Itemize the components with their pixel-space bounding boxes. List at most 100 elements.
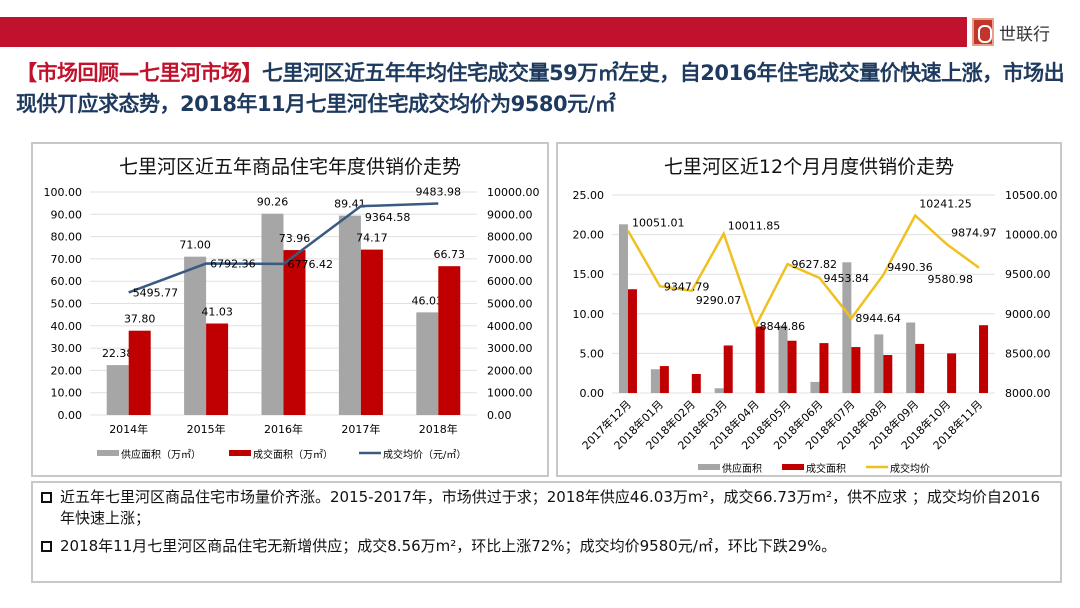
y-tick-label: 5.00 (580, 347, 605, 360)
y-tick-label: 70.00 (51, 253, 83, 266)
annual-chart-panel: 七里河区近五年商品住宅年度供销价走势 0.00 0.00 10.00 1000.00 2… (31, 142, 549, 477)
y-tick-label: 50.00 (51, 298, 83, 311)
legend-deal-swatch (229, 450, 251, 456)
y2-tick-label: 10000.00 (487, 186, 540, 199)
y-tick-label: 20.00 (51, 364, 83, 377)
x-tick-label: 2017年 (341, 422, 380, 436)
supply-bar-label: 89.41 (334, 198, 366, 211)
y2-tick-label: 8000.00 (487, 231, 533, 244)
y2-tick-label: 9000.00 (1005, 308, 1051, 321)
legend-supply-swatch (97, 450, 119, 456)
price-label: 9347.79 (664, 280, 710, 293)
price-label: 6776.42 (288, 258, 334, 271)
notes-box: 近五年七里河区商品住宅市场量价齐涨。2015-2017年，市场供过于求；2018… (31, 481, 1062, 583)
price-label: 10241.25 (919, 197, 972, 210)
deal-bar-label: 37.80 (124, 313, 156, 326)
price-label: 10051.01 (632, 217, 685, 230)
y2-tick-label: 1000.00 (487, 387, 533, 400)
bullet-square-icon (41, 541, 52, 552)
x-tick-label: 2014年 (109, 422, 148, 436)
y-tick-label: 0.00 (58, 409, 83, 422)
deal-bar (627, 289, 637, 393)
deal-bar (947, 353, 957, 393)
supply-bar (842, 262, 852, 393)
legend-deal-swatch (782, 464, 804, 470)
annual-chart: 0.00 0.00 10.00 1000.00 20.00 2000.00 30.00 300… (44, 186, 540, 461)
price-label: 9290.07 (696, 294, 742, 307)
supply-bar-label: 90.26 (257, 196, 289, 209)
price-line (128, 202, 439, 294)
supply-bar-label: 71.00 (179, 239, 211, 252)
title-text: 七里河区近五年年均住宅成交量59万㎡左史，自2016年住宅成交量价快速上涨，市场… (16, 61, 1065, 116)
title-highlight: 【市场回顾—七里河市场】 (16, 61, 263, 85)
deal-bar (755, 326, 765, 393)
y2-tick-label: 6000.00 (487, 275, 533, 288)
x-tick-label: 2016年 (264, 422, 303, 436)
y-tick-label: 60.00 (51, 275, 83, 288)
price-label: 9453.84 (823, 272, 869, 285)
supply-bar-label: 46.03 (412, 294, 444, 307)
y-tick-label: 90.00 (51, 208, 83, 221)
y2-tick-label: 10000.00 (1005, 229, 1058, 242)
header-banner (0, 17, 967, 47)
deal-bar (915, 343, 925, 393)
supply-bar (416, 312, 439, 415)
y-tick-label: 80.00 (51, 231, 83, 244)
supply-bar (810, 381, 820, 393)
price-label: 5495.77 (133, 286, 179, 299)
x-tick-label: 2015年 (187, 422, 226, 436)
deal-bar (723, 345, 733, 393)
legend-label: 供应面积 (722, 462, 762, 475)
supply-bar (106, 365, 129, 415)
monthly-chart: 0.00 8000.00 5.00 8500.00 10.00 9000.00 15.00 9… (573, 189, 1058, 475)
price-label: 6792.36 (210, 258, 256, 271)
price-label: 9874.97 (951, 227, 997, 240)
supply-bar (650, 369, 660, 393)
deal-bar (128, 330, 151, 415)
supply-bar (184, 256, 207, 415)
legend-label: 供应面积（万㎡） (121, 448, 201, 461)
deal-bar (360, 249, 383, 415)
y-tick-label: 40.00 (51, 320, 83, 333)
price-label: 9364.58 (365, 211, 411, 224)
supply-bar-label: 22.38 (102, 347, 134, 360)
deal-bar-label: 41.03 (201, 306, 233, 319)
logo-text: 世联行 (999, 24, 1050, 45)
y-tick-label: 10.00 (573, 308, 605, 321)
deal-bar (883, 354, 893, 393)
deal-bar (283, 250, 306, 415)
y2-tick-label: 4000.00 (487, 320, 533, 333)
deal-bar (819, 343, 829, 393)
price-label: 9627.82 (792, 258, 838, 271)
deal-bar-label: 66.73 (434, 248, 466, 261)
price-label: 9490.36 (887, 261, 933, 274)
y2-tick-label: 5000.00 (487, 298, 533, 311)
price-label: 9483.98 (416, 186, 462, 199)
y-tick-label: 20.00 (573, 229, 605, 242)
y2-tick-label: 8500.00 (1005, 347, 1051, 360)
y2-tick-label: 8000.00 (1005, 387, 1051, 400)
deal-bar (206, 323, 229, 415)
page-title: 【市场回顾—七里河市场】七里河区近五年年均住宅成交量59万㎡左史，自2016年住… (16, 58, 1066, 120)
logo-icon (972, 18, 994, 46)
legend-supply-swatch (698, 464, 720, 470)
legend-label: 成交面积（万㎡） (253, 448, 333, 461)
legend-label: 成交面积 (806, 462, 846, 475)
supply-bar (338, 215, 361, 415)
deal-bar (659, 366, 669, 393)
deal-bar-label: 73.96 (279, 232, 311, 245)
deal-bar (438, 266, 461, 415)
price-line (626, 213, 980, 330)
note-item: 近五年七里河区商品住宅市场量价齐涨。2015-2017年，市场供过于求；2018… (41, 487, 1050, 529)
price-label: 10011.85 (728, 220, 781, 233)
bullet-square-icon (41, 492, 52, 503)
y-tick-label: 10.00 (51, 387, 83, 400)
deal-bar-label: 74.17 (356, 232, 388, 245)
note-text: 2018年11月七里河区商品住宅无新增供应；成交8.56万m²，环比上涨72%；… (60, 537, 837, 555)
y2-tick-label: 9500.00 (1005, 268, 1051, 281)
x-tick-label: 2018年 (419, 422, 458, 436)
y2-tick-label: 3000.00 (487, 342, 533, 355)
y-tick-label: 25.00 (573, 189, 605, 202)
y2-tick-label: 2000.00 (487, 364, 533, 377)
deal-bar (979, 325, 989, 393)
